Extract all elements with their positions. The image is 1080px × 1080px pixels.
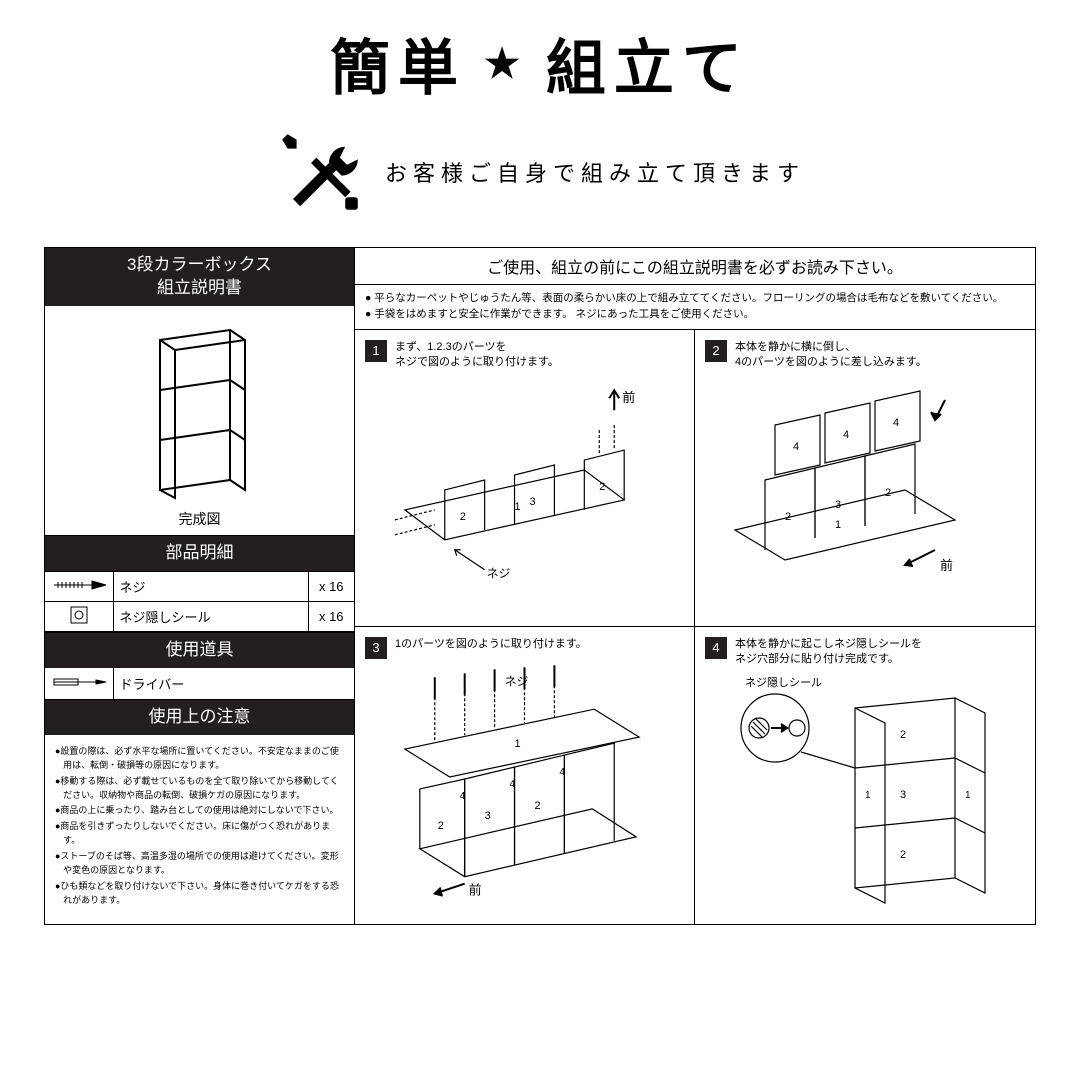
star-icon: ★ — [484, 41, 528, 87]
manual-sheet: 3段カラーボックス 組立説明書 完成図 部品明細 — [44, 247, 1036, 925]
part-qty: x 16 — [308, 571, 354, 601]
step3-diagram: 1 2 3 2 4 4 4 — [365, 659, 684, 899]
step4-diagram: 2 3 2 1 1 ネジ隠しシール — [705, 668, 1025, 908]
step-text: まず、1.2.3のパーツを ネジで図のように取り付けます。 — [395, 340, 559, 371]
left-column: 3段カラーボックス 組立説明書 完成図 部品明細 — [45, 248, 355, 924]
seal-icon — [45, 601, 113, 631]
front-label: 前 — [469, 882, 482, 897]
svg-text:4: 4 — [559, 767, 565, 778]
table-row: ドライバー — [45, 668, 354, 699]
subtitle-row: お客様ご自身で組み立て頂きます — [0, 127, 1080, 217]
shelf-complete-icon — [145, 320, 255, 500]
neji-label: ネジ — [505, 674, 529, 688]
svg-text:3: 3 — [485, 810, 491, 822]
step-text: 1のパーツを図のように取り付けます。 — [395, 637, 587, 652]
svg-text:2: 2 — [785, 511, 791, 523]
svg-text:4: 4 — [460, 791, 466, 802]
header: 簡単 ★ 組立て お客様ご自身で組み立て頂きます — [0, 0, 1080, 217]
main-title: 簡単 ★ 組立て — [330, 20, 750, 107]
cautions-list: ●設置の際は、必ず水平な場所に置いてください。不安定なままのご使用は、転倒・破損… — [45, 735, 354, 924]
tools-header: 使用道具 — [45, 633, 354, 668]
step-text: 本体を静かに横に倒し、 4のパーツを図のように差し込みます。 — [735, 340, 927, 371]
screwdriver-icon — [45, 668, 113, 699]
tools-table: ドライバー — [45, 668, 354, 700]
list-item: ●移動する際は、必ず載せているものを全て取り除いてから移動してください。収納物や… — [55, 775, 344, 803]
neji-label: ネジ — [487, 567, 511, 581]
table-row: ネジ隠しシール x 16 — [45, 601, 354, 631]
step-number: 3 — [365, 637, 387, 659]
notice-list: ● 平らなカーペットやじゅうたん等、表面の柔らかい床の上で組み立ててください。フ… — [355, 285, 1035, 330]
step-text: 本体を静かに起こしネジ隠しシールを ネジ穴部分に貼り付け完成です。 — [735, 637, 922, 668]
svg-text:2: 2 — [900, 849, 906, 861]
list-item: ● 手袋をはめますと安全に作業ができます。 ネジにあった工具をご使用ください。 — [365, 307, 1025, 323]
svg-text:1: 1 — [515, 501, 521, 513]
list-item: ●設置の際は、必ず水平な場所に置いてください。不安定なままのご使用は、転倒・破損… — [55, 745, 344, 773]
list-item: ●商品の上に乗ったり、踏み台としての使用は絶対にしないで下さい。 — [55, 804, 344, 818]
notice-title: ご使用、組立の前にこの組立説明書を必ずお読み下さい。 — [355, 248, 1035, 285]
svg-text:4: 4 — [510, 779, 516, 790]
front-label: 前 — [622, 391, 635, 406]
svg-text:4: 4 — [893, 417, 899, 429]
right-column: ご使用、組立の前にこの組立説明書を必ずお読み下さい。 ● 平らなカーペットやじゅ… — [355, 248, 1035, 924]
parts-header: 部品明細 — [45, 536, 354, 571]
step-2: 2 本体を静かに横に倒し、 4のパーツを図のように差し込みます。 1 2 3 2 — [695, 330, 1035, 627]
subtitle: お客様ご自身で組み立て頂きます — [385, 156, 805, 188]
svg-text:1: 1 — [865, 790, 871, 801]
tools-icon — [275, 127, 365, 217]
part-name: ネジ隠しシール — [113, 601, 308, 631]
svg-text:1: 1 — [835, 519, 841, 531]
step-3: 3 1のパーツを図のように取り付けます。 1 2 — [355, 627, 695, 924]
table-row: ネジ x 16 — [45, 571, 354, 601]
svg-text:2: 2 — [460, 511, 466, 523]
part-name: ネジ — [113, 571, 308, 601]
svg-text:2: 2 — [885, 487, 891, 499]
title-left: 簡単 — [330, 20, 466, 107]
title-right: 組立て — [546, 20, 750, 107]
svg-text:2: 2 — [599, 481, 605, 493]
seal-label: ネジ隠しシール — [745, 676, 822, 689]
svg-text:3: 3 — [900, 789, 906, 801]
manual-title-l2: 組立説明書 — [49, 277, 350, 300]
svg-text:4: 4 — [793, 441, 799, 453]
list-item: ●ひも類などを取り付けないで下さい。身体に巻き付いてケガをする恐れがあります。 — [55, 880, 344, 908]
manual-title-l1: 3段カラーボックス — [49, 254, 350, 277]
step-number: 1 — [365, 340, 387, 362]
step-1: 1 まず、1.2.3のパーツを ネジで図のように取り付けます。 1 2 3 — [355, 330, 695, 627]
step-4: 4 本体を静かに起こしネジ隠しシールを ネジ穴部分に貼り付け完成です。 2 3 … — [695, 627, 1035, 924]
svg-text:3: 3 — [529, 496, 535, 508]
part-qty: x 16 — [308, 601, 354, 631]
step1-diagram: 1 2 3 2 — [365, 370, 684, 590]
svg-text:2: 2 — [900, 729, 906, 741]
front-label: 前 — [940, 558, 953, 573]
cautions-header: 使用上の注意 — [45, 700, 354, 735]
tool-name: ドライバー — [113, 668, 354, 699]
svg-text:1: 1 — [965, 790, 971, 801]
steps-grid: 1 まず、1.2.3のパーツを ネジで図のように取り付けます。 1 2 3 — [355, 330, 1035, 925]
finished-label: 完成図 — [45, 509, 354, 529]
svg-text:1: 1 — [515, 738, 521, 750]
svg-text:4: 4 — [843, 429, 849, 441]
svg-text:3: 3 — [835, 499, 841, 511]
list-item: ●ストーブのそば等、高温多湿の場所での使用は避けてください。変形や変色の原因とな… — [55, 850, 344, 878]
screw-icon — [45, 571, 113, 601]
step-number: 2 — [705, 340, 727, 362]
finished-diagram: 完成図 — [45, 306, 354, 536]
list-item: ● 平らなカーペットやじゅうたん等、表面の柔らかい床の上で組み立ててください。フ… — [365, 291, 1025, 307]
manual-title: 3段カラーボックス 組立説明書 — [45, 248, 354, 306]
svg-text:2: 2 — [438, 820, 444, 832]
list-item: ●商品を引きずったりしないでください。床に傷がつく恐れがあります。 — [55, 820, 344, 848]
step-number: 4 — [705, 637, 727, 659]
svg-text:2: 2 — [534, 800, 540, 812]
parts-table: ネジ x 16 ネジ隠しシール x 16 — [45, 571, 354, 633]
step2-diagram: 1 2 3 2 4 4 4 — [705, 370, 1025, 590]
